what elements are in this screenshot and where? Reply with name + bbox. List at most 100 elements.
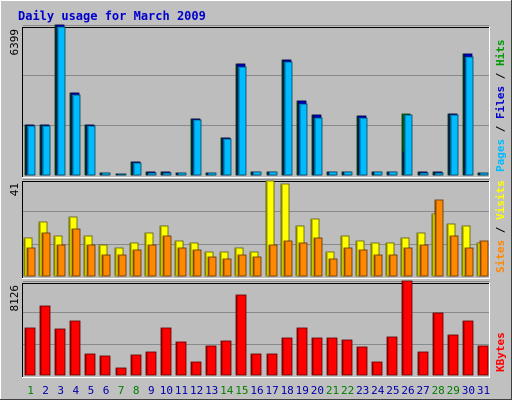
bar-sites-day-9 bbox=[147, 244, 157, 277]
bar-sites-day-10 bbox=[162, 235, 172, 277]
bar-pages-day-27 bbox=[419, 172, 429, 176]
bar-pages-day-17 bbox=[268, 171, 278, 176]
chart-panels: 6399 Pages / Files / Hits 41 Sites / Visits… bbox=[8, 24, 507, 378]
bar-sites-day-24 bbox=[373, 254, 383, 277]
day-label-16: 16 bbox=[250, 384, 263, 397]
bar-kbytes-day-18 bbox=[281, 337, 293, 376]
bar-sites-day-30 bbox=[464, 247, 474, 277]
day-label-20: 20 bbox=[311, 384, 324, 397]
day-label-26: 26 bbox=[401, 384, 414, 397]
bar-sites-day-19 bbox=[298, 242, 308, 277]
bar-sites-day-6 bbox=[101, 254, 111, 277]
bar-kbytes-day-23 bbox=[356, 346, 368, 376]
bar-sites-day-20 bbox=[313, 237, 323, 277]
bar-sites-day-31 bbox=[479, 240, 489, 277]
day-label-7: 7 bbox=[118, 384, 125, 397]
bar-sites-day-28 bbox=[434, 199, 444, 277]
bar-kbytes-day-6 bbox=[99, 355, 111, 376]
day-label-23: 23 bbox=[356, 384, 369, 397]
legend-entry-pages: Pages bbox=[494, 139, 507, 172]
bar-kbytes-day-30 bbox=[462, 320, 474, 376]
panel-bottom: 8126 KBytes bbox=[8, 280, 507, 378]
bar-pages-day-14 bbox=[222, 138, 232, 176]
legend-entry-kbytes: KBytes bbox=[494, 332, 507, 372]
bar-pages-day-16 bbox=[252, 171, 262, 176]
bar-sites-day-22 bbox=[343, 247, 353, 277]
bar-pages-day-15 bbox=[237, 66, 247, 176]
bar-kbytes-day-14 bbox=[220, 340, 232, 376]
bar-kbytes-day-7 bbox=[115, 367, 127, 376]
legend-separator: / bbox=[494, 119, 507, 139]
bar-kbytes-day-8 bbox=[130, 354, 142, 376]
day-label-29: 29 bbox=[447, 384, 460, 397]
day-label-3: 3 bbox=[57, 384, 64, 397]
day-label-5: 5 bbox=[88, 384, 95, 397]
bar-sites-day-13 bbox=[207, 256, 217, 277]
bar-sites-day-29 bbox=[449, 235, 459, 277]
right-legend-label: KBytes bbox=[494, 332, 507, 372]
x-axis-day-labels: 1 2 3 4 5 6 7 8 9 10 11 12 13 14 15 16 17 18 19 20 21 22 23 24 2… bbox=[27, 384, 490, 397]
bar-kbytes-day-9 bbox=[145, 351, 157, 376]
bar-sites-day-14 bbox=[222, 258, 232, 277]
day-label-31: 31 bbox=[477, 384, 490, 397]
bar-pages-day-24 bbox=[373, 171, 383, 176]
bar-kbytes-day-2 bbox=[39, 305, 51, 376]
bar-pages-day-29 bbox=[449, 114, 459, 176]
bar-kbytes-day-17 bbox=[266, 353, 278, 376]
bar-kbytes-day-24 bbox=[371, 361, 383, 376]
bar-pages-day-6 bbox=[101, 172, 111, 176]
day-label-6: 6 bbox=[103, 384, 110, 397]
day-label-8: 8 bbox=[133, 384, 140, 397]
bar-pages-day-25 bbox=[388, 171, 398, 176]
legend-entry-sites: Sites bbox=[494, 240, 507, 273]
bar-pages-day-1 bbox=[26, 125, 36, 176]
bar-kbytes-day-12 bbox=[190, 361, 202, 376]
bar-kbytes-day-5 bbox=[84, 353, 96, 376]
bar-sites-day-25 bbox=[388, 254, 398, 277]
bar-pages-day-12 bbox=[192, 119, 202, 176]
bar-pages-day-23 bbox=[358, 117, 368, 176]
right-legend-label: Pages / Files / Hits bbox=[494, 40, 507, 173]
day-label-12: 12 bbox=[190, 384, 203, 397]
day-label-27: 27 bbox=[416, 384, 429, 397]
bar-kbytes-day-15 bbox=[235, 294, 247, 376]
bar-pages-day-22 bbox=[343, 171, 353, 176]
bar-sites-day-1 bbox=[26, 247, 36, 277]
bar-kbytes-day-1 bbox=[24, 327, 36, 376]
day-label-15: 15 bbox=[235, 384, 248, 397]
bar-kbytes-day-13 bbox=[205, 345, 217, 376]
day-label-14: 14 bbox=[220, 384, 234, 397]
bar-pages-day-4 bbox=[71, 94, 81, 176]
day-label-4: 4 bbox=[72, 384, 79, 397]
bar-kbytes-day-26 bbox=[401, 280, 413, 376]
bar-kbytes-day-27 bbox=[417, 351, 429, 376]
day-label-25: 25 bbox=[386, 384, 399, 397]
bar-pages-day-5 bbox=[86, 125, 96, 176]
day-label-28: 28 bbox=[432, 384, 445, 397]
y-max-label: 6399 bbox=[8, 29, 21, 56]
bar-pages-day-9 bbox=[147, 172, 157, 176]
day-label-21: 21 bbox=[326, 384, 339, 397]
bar-kbytes-day-31 bbox=[477, 345, 489, 376]
bar-kbytes-day-20 bbox=[311, 337, 323, 376]
panel-middle: 41 Sites / Visits bbox=[8, 179, 507, 279]
bar-sites-day-23 bbox=[358, 249, 368, 277]
bar-sites-day-8 bbox=[132, 249, 142, 277]
bar-sites-day-7 bbox=[117, 254, 127, 277]
day-label-1: 1 bbox=[27, 384, 34, 397]
bar-pages-day-3 bbox=[56, 26, 66, 176]
legend-separator: / bbox=[494, 66, 507, 86]
bar-sites-day-17 bbox=[268, 244, 278, 277]
day-label-13: 13 bbox=[205, 384, 218, 397]
bar-pages-day-21 bbox=[328, 171, 338, 176]
bar-kbytes-day-22 bbox=[341, 339, 353, 376]
chart-title: Daily usage for March 2009 bbox=[18, 9, 206, 23]
day-label-24: 24 bbox=[371, 384, 385, 397]
day-label-18: 18 bbox=[281, 384, 294, 397]
bar-sites-day-12 bbox=[192, 249, 202, 277]
bar-sites-day-26 bbox=[403, 247, 413, 277]
bar-kbytes-day-11 bbox=[175, 341, 187, 376]
legend-entry-visits: Visits bbox=[494, 180, 507, 220]
bar-sites-day-16 bbox=[252, 256, 262, 277]
